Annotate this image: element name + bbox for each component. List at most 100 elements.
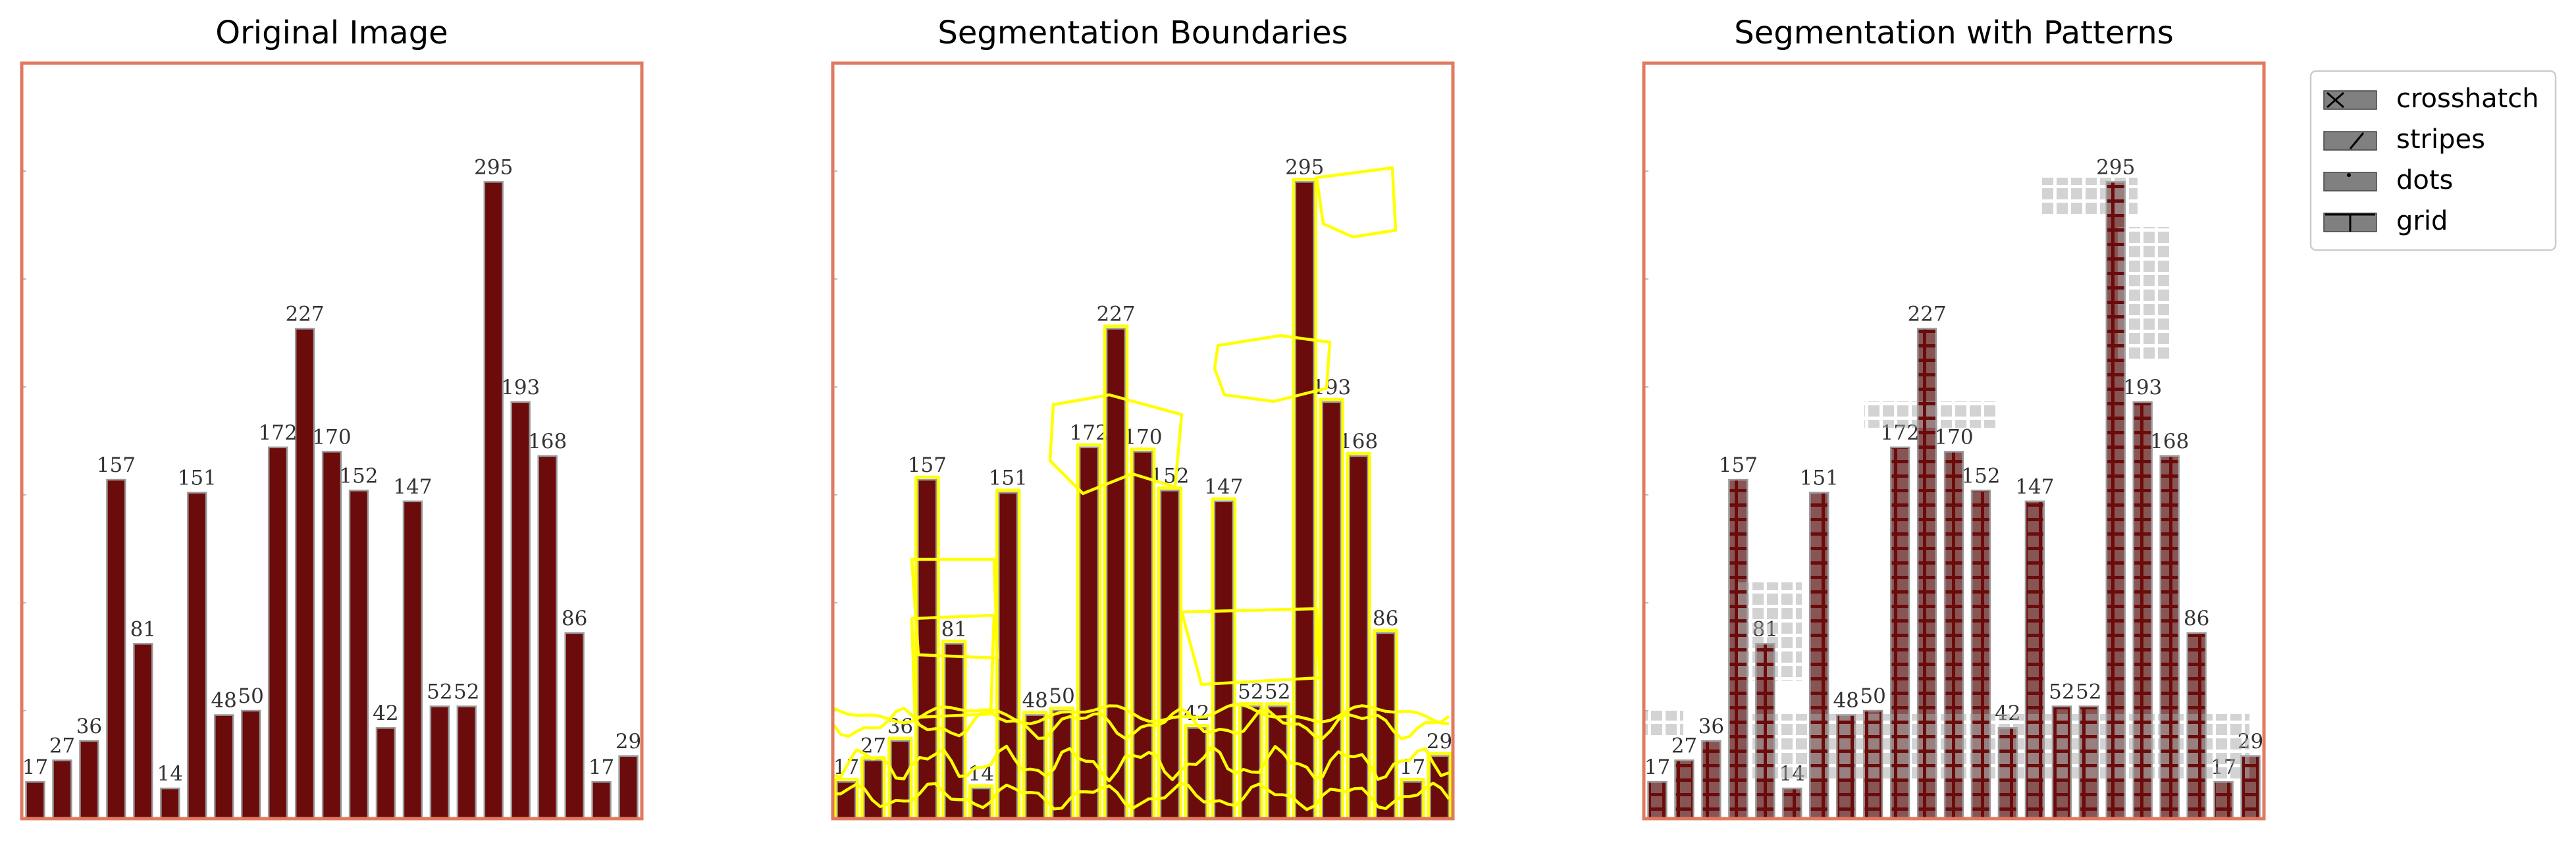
bar-157	[917, 478, 937, 819]
bar-48	[213, 714, 234, 819]
bar-value-label: 50	[1049, 684, 1074, 708]
bar-value-label: 36	[1698, 715, 1724, 738]
legend-label: crosshatch	[2396, 84, 2539, 114]
bar-81	[133, 643, 153, 819]
bar-295	[1294, 181, 1315, 819]
bar-pattern	[1675, 760, 1694, 819]
bar-value-label: 168	[528, 430, 567, 453]
bar-value-label: 48	[1022, 689, 1047, 713]
bar-value-label: 170	[1123, 425, 1162, 449]
bar-value-label: 172	[1070, 421, 1109, 445]
bar-227	[294, 328, 315, 819]
bar-295	[483, 181, 504, 819]
bar-boundary	[1076, 443, 1102, 819]
region-outline	[910, 557, 999, 660]
bar-52	[456, 705, 477, 819]
bar-27	[52, 759, 72, 819]
bar-151	[998, 492, 1018, 819]
bar-17	[591, 780, 612, 819]
bar-value-label: 152	[339, 464, 378, 488]
bar-value-label: 152	[1961, 464, 2000, 488]
bar-value-label: 81	[130, 617, 156, 641]
bar-boundary	[914, 475, 940, 819]
bar-value-label: 52	[427, 680, 452, 703]
pattern-region	[2118, 227, 2170, 359]
bar-value-label: 168	[1339, 430, 1378, 453]
bar-boundary	[1103, 324, 1129, 819]
bar-pattern	[2214, 782, 2233, 819]
bar-170	[1132, 451, 1153, 819]
panel-frame	[1642, 61, 2266, 821]
bars	[25, 181, 639, 819]
bar-boundary	[1346, 451, 1371, 819]
legend-label: stripes	[2396, 124, 2485, 155]
bar-48	[1024, 714, 1045, 819]
panel-patterns: Segmentation with Patterns17273615781141…	[1642, 14, 2266, 821]
bar-value-label: 52	[2049, 680, 2074, 703]
bar-170	[321, 451, 342, 819]
legend-label: dots	[2396, 165, 2453, 195]
bar-value-label: 227	[1907, 302, 1946, 326]
bar-value-label: 48	[211, 689, 236, 713]
bar-value-label: 227	[285, 302, 324, 326]
crosshatch-icon	[2323, 90, 2377, 110]
bar-50	[240, 709, 261, 819]
bar-value-label: 81	[941, 617, 967, 641]
bar-151	[187, 492, 207, 819]
region-outline	[910, 613, 996, 719]
bar-value-label: 147	[393, 475, 432, 499]
bar-value-label: 157	[908, 453, 947, 477]
bar-value-label: 14	[157, 762, 183, 786]
bar-value-label: 295	[474, 155, 513, 179]
boundary-curve	[833, 702, 1450, 726]
bar-52	[1240, 705, 1261, 819]
panel-boundaries: Segmentation Boundaries17273615781141514…	[831, 14, 1455, 821]
bar-value-label: 52	[454, 680, 479, 703]
boundary-curve	[833, 781, 1450, 811]
legend: crosshatch stripes dots grid	[2309, 70, 2557, 251]
bar-value-label: 86	[2184, 607, 2209, 630]
bar-value-label: 29	[616, 730, 641, 753]
bar-86	[564, 632, 585, 819]
bar-value-label: 193	[501, 376, 540, 399]
pattern-region	[1749, 714, 2249, 780]
bar-value-label: 227	[1096, 302, 1135, 326]
bar-value-label: 27	[49, 734, 75, 757]
legend-label: grid	[2396, 206, 2448, 236]
stripes-icon	[2323, 131, 2377, 151]
bar-value-label: 27	[1671, 734, 1697, 757]
bar-value-label: 168	[2150, 430, 2189, 453]
bar-193	[510, 401, 531, 819]
bar-27	[863, 759, 883, 819]
bar-157	[106, 478, 126, 819]
bar-value-label: 172	[259, 421, 298, 445]
pattern-region	[1864, 401, 1996, 428]
bar-193	[1321, 401, 1342, 819]
bar-value-label: 170	[1934, 425, 1973, 449]
panel-title: Segmentation with Patterns	[1734, 14, 2173, 51]
bar-value-label: 147	[2015, 475, 2054, 499]
bar-boundary	[1130, 447, 1156, 819]
bar-value-label: 170	[312, 425, 351, 449]
region-outline	[1180, 607, 1322, 686]
bar-147	[1213, 500, 1234, 819]
bar-17	[25, 780, 45, 819]
bar-172	[1078, 446, 1099, 819]
bar-value-label: 50	[238, 684, 263, 708]
bar-value-label: 295	[2096, 155, 2135, 179]
bar-227	[1105, 328, 1126, 819]
bar-boundary	[1211, 497, 1237, 819]
legend-box	[2309, 70, 2557, 251]
bar-boundary	[1319, 397, 1344, 819]
bar-pattern	[1648, 782, 1667, 819]
bar-value-label: 193	[1312, 376, 1351, 399]
boundary-curve	[833, 707, 1450, 740]
bar-value-label: 36	[76, 715, 102, 738]
region-outline	[1213, 334, 1332, 403]
plot-area: 1727361578114151485017222717015242147525…	[1644, 155, 2263, 819]
bar-152	[348, 490, 369, 819]
bar-value-label: 17	[1644, 755, 1670, 779]
